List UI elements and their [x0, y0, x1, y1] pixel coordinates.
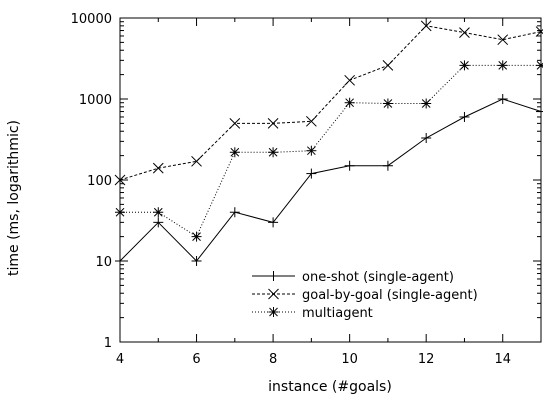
series-2-point-d2	[230, 147, 240, 157]
series-line-2	[120, 64, 541, 238]
series-1-point-d2	[382, 60, 394, 71]
series-2-point-d2	[115, 207, 125, 217]
plot-area: 4 6 8 10 12 14 1 10 100 1000 10000 one-shot (single…	[71, 12, 543, 367]
series-2-point-d2	[268, 147, 278, 157]
series-2-point-d2	[345, 98, 354, 108]
series-1-point-d2	[229, 118, 241, 129]
series-2-point-d2	[498, 61, 508, 70]
x-axis-label: instance (#goals)	[268, 379, 392, 395]
legend-marker-1-d2	[268, 288, 279, 300]
y-tick-label: 10	[95, 255, 112, 270]
series-2-point-d2	[421, 99, 431, 108]
series-2-point-d2	[383, 99, 393, 108]
series-1-point-d2	[152, 162, 164, 174]
x-tick-label: 14	[494, 352, 511, 367]
series-2-point-d2	[307, 146, 316, 156]
legend-label-1: goal-by-goal (single-agent)	[302, 288, 478, 303]
legend-label-0: one-shot (single-agent)	[302, 270, 454, 285]
y-tick-label: 100	[87, 174, 112, 189]
series-1-point-d2	[267, 118, 279, 129]
series-1-point-d2	[344, 74, 355, 86]
x-tick-label: 10	[341, 352, 358, 367]
series-2-point-d2	[536, 62, 543, 70]
x-tick-label: 4	[116, 352, 124, 367]
series-line-1	[119, 25, 542, 181]
series-2-point-d2	[153, 207, 163, 217]
x-tick-label: 8	[269, 352, 277, 367]
series-line-0	[119, 98, 542, 262]
series-1-point-d2	[535, 28, 543, 37]
y-tick-label: 1	[104, 336, 112, 351]
series-1-point-d2	[191, 155, 202, 167]
x-tick-label: 6	[192, 352, 200, 367]
series-1-point-d2	[459, 27, 470, 38]
legend-marker-2-d2	[269, 307, 278, 317]
y-tick-label: 1000	[79, 93, 112, 108]
y-tick-label: 10000	[71, 12, 112, 27]
x-tick-label: 12	[418, 352, 435, 367]
series-1-point-d2	[497, 34, 509, 46]
y-axis-label: time (ms, logarithmic)	[6, 120, 22, 276]
legend-label-2: multiagent	[302, 306, 373, 321]
series-1-point-d2	[420, 20, 432, 32]
series-2-point-d2	[460, 61, 469, 70]
series-1-point-d2	[306, 115, 317, 127]
series-1-point-d2	[114, 174, 126, 186]
series-2-point-d2	[192, 232, 201, 241]
